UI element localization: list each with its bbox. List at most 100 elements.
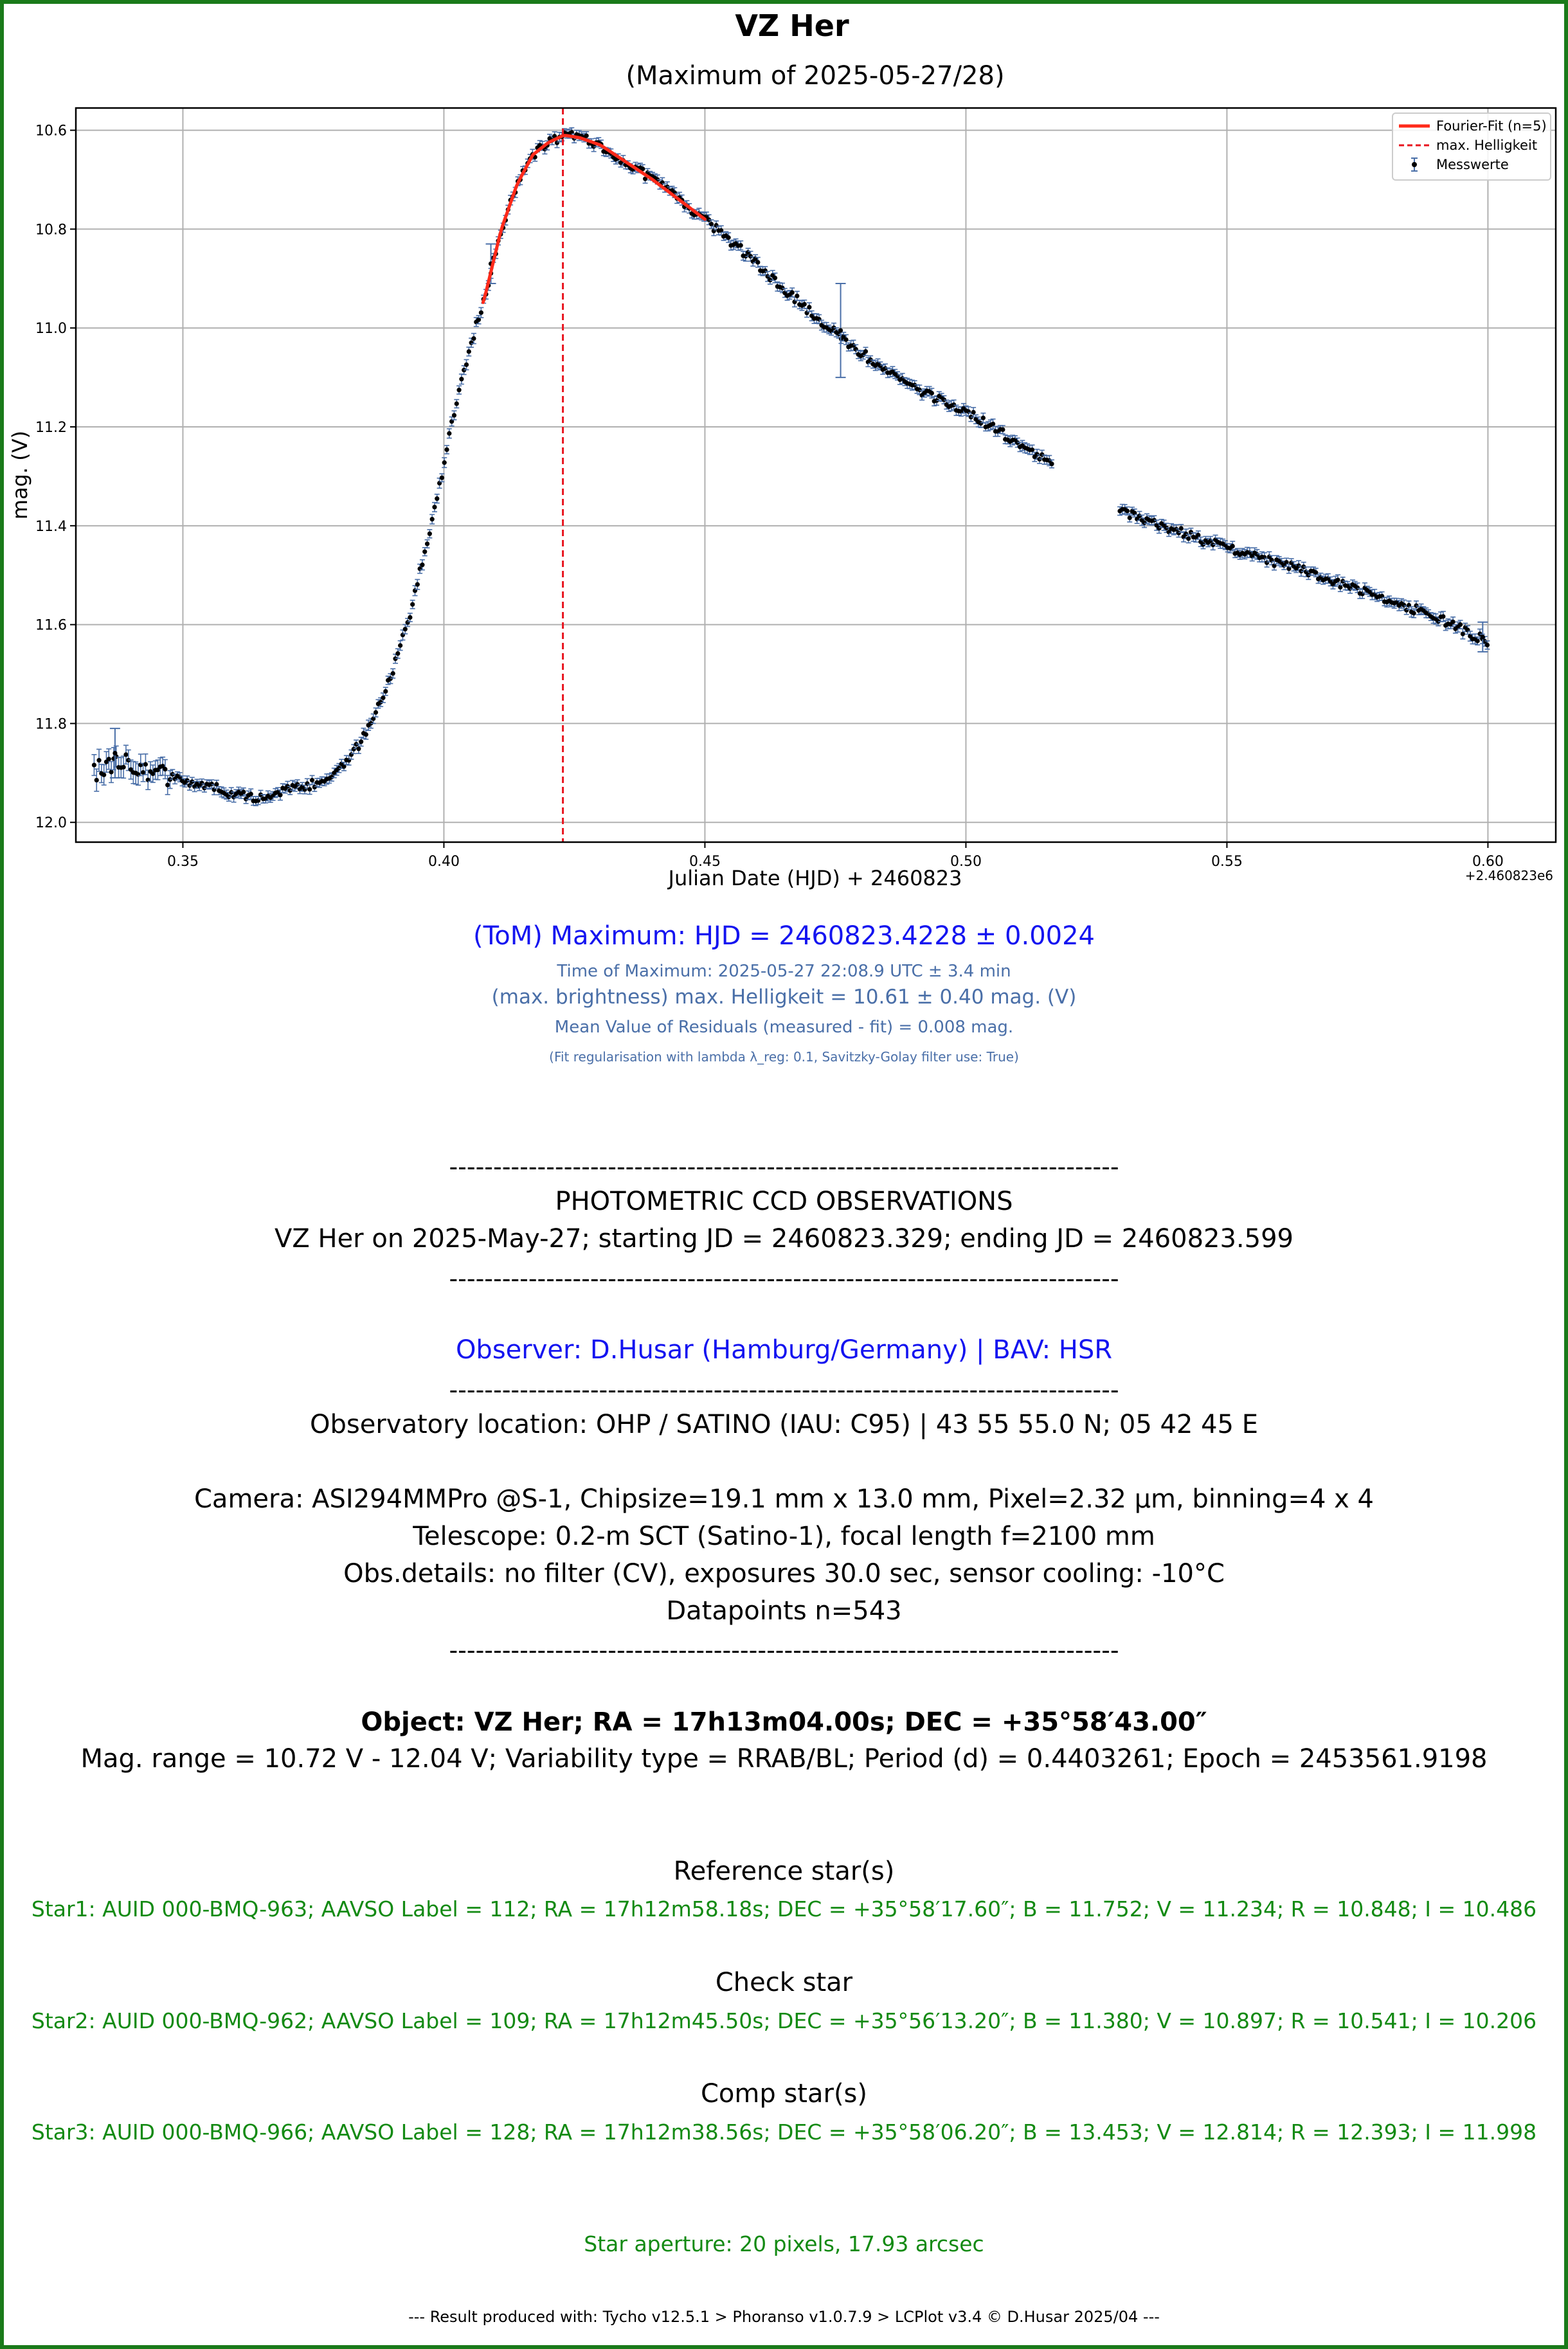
point-marker (454, 401, 459, 406)
comp-star-heading: Comp star(s) (700, 2079, 867, 2109)
point-marker (584, 133, 589, 138)
point-marker (1450, 619, 1455, 624)
data-point (419, 559, 425, 571)
point-marker (991, 421, 996, 427)
legend: Fourier-Fit (n=5) max. Helligkeit Messwe… (1392, 113, 1551, 181)
data-point (415, 579, 420, 590)
point-marker (102, 772, 107, 777)
data-point (1406, 600, 1412, 610)
point-marker (708, 221, 714, 227)
data-point (98, 764, 104, 784)
point-marker (94, 777, 99, 783)
point-marker (449, 419, 455, 424)
star-aperture-line: Star aperture: 20 pixels, 17.93 arcsec (584, 2231, 984, 2256)
x-tick-label: 0.45 (689, 854, 721, 870)
data-point (439, 473, 445, 483)
point-marker (113, 750, 118, 756)
point-marker (155, 767, 161, 773)
point-marker (163, 766, 168, 772)
point-marker (96, 758, 102, 763)
data-point (155, 759, 161, 780)
data-point (1029, 444, 1035, 455)
data-point (388, 673, 393, 685)
point-marker (1484, 642, 1490, 647)
point-marker (1196, 532, 1201, 538)
point-marker (444, 447, 449, 453)
datapoints-line: Datapoints n=543 (666, 1596, 902, 1626)
point-marker (772, 275, 778, 280)
data-point (174, 771, 180, 781)
point-marker (1178, 526, 1184, 531)
point-marker (971, 410, 976, 415)
data-point (1000, 425, 1005, 435)
data-point (971, 407, 977, 418)
point-marker (917, 387, 922, 393)
point-marker (1188, 530, 1194, 535)
data-point (995, 426, 1001, 437)
point-marker (402, 627, 408, 632)
plot-area-frame (75, 107, 1557, 843)
point-marker (464, 362, 469, 367)
fit-regularisation-note: (Fit regularisation with lambda λ_reg: 0… (549, 1049, 1019, 1065)
data-point (882, 363, 888, 374)
data-point (402, 624, 408, 634)
data-point (1272, 561, 1277, 571)
data-point (476, 314, 482, 325)
data-point (248, 788, 254, 800)
data-point (1049, 459, 1055, 469)
point-marker (755, 260, 761, 265)
legend-box (1392, 113, 1551, 181)
legend-points-swatch (1411, 158, 1418, 172)
data-point (150, 764, 156, 783)
data-point (1158, 519, 1164, 528)
point-marker (838, 328, 843, 333)
point-marker (1286, 566, 1292, 572)
data-point (273, 788, 278, 798)
data-point (292, 781, 298, 792)
legend-fit-label: Fourier-Fit (n=5) (1436, 118, 1547, 134)
data-point (123, 744, 129, 765)
data-point (1472, 633, 1478, 645)
point-marker (1480, 634, 1485, 640)
point-marker (408, 615, 413, 620)
telescope-line: Telescope: 0.2-m SCT (Satino-1), focal l… (413, 1522, 1155, 1551)
data-point (1387, 595, 1392, 606)
point-marker (388, 676, 393, 681)
point-marker (1401, 602, 1407, 608)
point-marker (381, 695, 386, 701)
data-point (434, 493, 440, 504)
check-star-heading: Check star (715, 1968, 853, 1997)
data-point (814, 313, 820, 324)
data-point (422, 547, 428, 557)
point-marker (1142, 520, 1147, 525)
data-point (449, 416, 455, 427)
data-point (711, 226, 717, 237)
data-point (1440, 611, 1446, 622)
point-marker (1457, 622, 1463, 627)
data-point (94, 768, 100, 792)
data-point (1020, 440, 1025, 451)
data-point (1284, 557, 1290, 567)
data-point (794, 291, 800, 302)
data-point (309, 775, 315, 786)
point-marker (978, 421, 984, 426)
data-point (975, 416, 981, 428)
separator-2: ----------------------------------------… (449, 1264, 1119, 1293)
data-point (358, 737, 364, 747)
camera-line: Camera: ASI294MMPro @S-1, Chipsize=19.1 … (194, 1484, 1374, 1514)
observer-line: Observer: D.Husar (Hamburg/Germany) | BA… (455, 1335, 1113, 1365)
data-point (424, 539, 430, 549)
point-marker (432, 505, 437, 510)
point-marker (435, 496, 440, 501)
point-marker (863, 349, 869, 354)
y-tick-label: 10.8 (35, 222, 67, 238)
data-point (341, 761, 347, 771)
data-point (458, 374, 464, 385)
point-marker (469, 340, 474, 345)
y-axis-label: mag. (V) (8, 431, 32, 519)
data-point-large-error (1477, 621, 1488, 652)
data-point (1411, 608, 1417, 618)
point-marker (1394, 600, 1400, 605)
point-marker (789, 290, 795, 295)
point-marker (383, 688, 388, 694)
